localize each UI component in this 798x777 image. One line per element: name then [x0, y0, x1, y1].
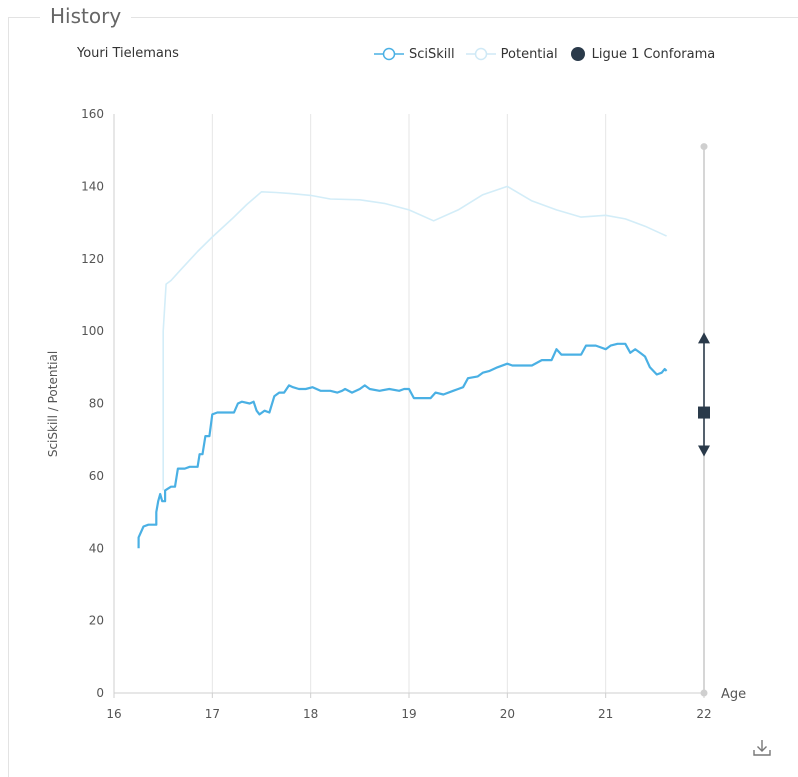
legend-sciskill[interactable]: SciSkill: [373, 46, 455, 62]
player-name: Youri Tielemans: [77, 46, 179, 61]
potential-line: [162, 185, 667, 491]
league-high-marker: [698, 332, 710, 344]
potential-legend-icon: [465, 47, 496, 61]
sciskill-legend-icon: [374, 47, 404, 61]
y-axis-label: SciSkill / Potential: [46, 351, 60, 457]
x-tick-label: 21: [598, 707, 613, 721]
league-min-dot: [700, 689, 708, 697]
league-low-marker: [698, 445, 710, 457]
y-tick-label: 60: [89, 469, 104, 483]
y-tick-label: 0: [96, 686, 104, 700]
x-tick-label: 17: [205, 707, 220, 721]
chart-grid: [211, 114, 607, 693]
x-tick-label: 19: [401, 707, 416, 721]
panel-title: History: [40, 4, 132, 28]
chart-axes: 0 20 40 60 80 100 120 140 160 16 17 18 19 20 21 22: [81, 107, 712, 721]
y-tick-label: 140: [81, 179, 104, 193]
league-legend-icon: [570, 47, 585, 61]
y-tick-label: 40: [89, 541, 104, 555]
download-icon[interactable]: [752, 738, 772, 758]
chart-legend: SciSkill Potential Ligue 1 Conforama: [373, 46, 725, 62]
y-tick-label: 20: [89, 614, 104, 628]
legend-league[interactable]: Ligue 1 Conforama: [568, 46, 716, 62]
legend-league-label: Ligue 1 Conforama: [591, 46, 716, 62]
y-tick-label: 160: [81, 107, 104, 121]
sciskill-line: [137, 342, 668, 549]
legend-potential[interactable]: Potential: [465, 46, 558, 62]
league-mid-marker: [698, 406, 710, 419]
y-tick-label: 120: [81, 252, 104, 266]
x-tick-label: 22: [696, 707, 711, 721]
y-tick-label: 80: [89, 397, 104, 411]
x-tick-label: 20: [500, 707, 515, 721]
x-tick-label: 18: [303, 707, 318, 721]
x-tick-label: 16: [106, 707, 121, 721]
chart-series: [137, 185, 668, 549]
league-range: [698, 143, 710, 697]
legend-sciskill-label: SciSkill: [409, 46, 455, 62]
x-axis-label: Age: [721, 687, 746, 702]
y-tick-label: 100: [81, 324, 104, 338]
league-max-dot: [700, 143, 708, 151]
history-panel: [8, 17, 798, 777]
legend-potential-label: Potential: [500, 46, 558, 62]
